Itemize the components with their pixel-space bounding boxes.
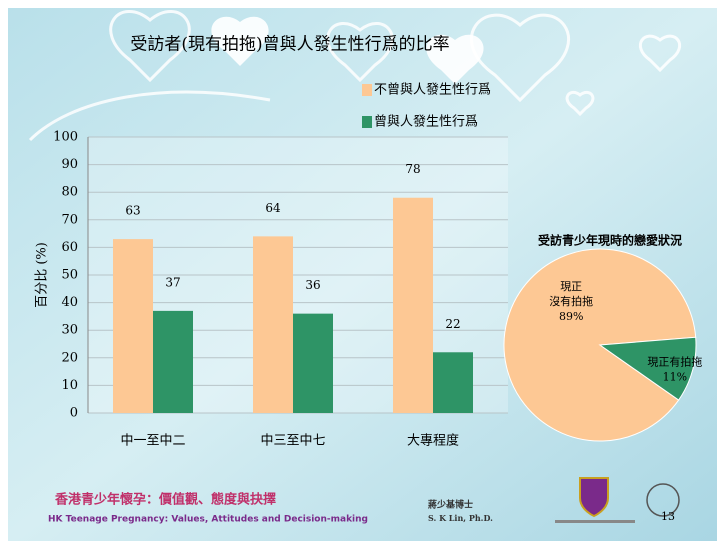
heart-decoration bbox=[211, 16, 484, 84]
data-label: 37 bbox=[165, 275, 180, 289]
pie-label: 現正有拍拖 bbox=[647, 354, 702, 368]
footer-title-zh: 香港青少年懷孕：價值觀、態度與抉擇 bbox=[54, 492, 276, 508]
y-tick-label: 80 bbox=[61, 185, 78, 200]
pie-slice bbox=[598, 336, 697, 401]
x-tick-label: 大專程度 bbox=[407, 433, 459, 449]
pie-title: 受訪青少年現時的戀愛狀況 bbox=[538, 233, 682, 248]
bar bbox=[293, 313, 333, 413]
footer-author-zh: 蔣少基博士 bbox=[428, 499, 473, 511]
y-tick-label: 100 bbox=[53, 130, 78, 145]
data-label: 22 bbox=[445, 317, 460, 331]
y-tick-label: 60 bbox=[61, 240, 78, 255]
heart-decoration bbox=[28, 9, 682, 142]
legend-label: 曾與人發生性行爲 bbox=[374, 115, 478, 130]
chart-title: 受訪者(現有拍拖)曾與人發生性行爲的比率 bbox=[130, 35, 449, 55]
y-tick-label: 70 bbox=[61, 212, 78, 227]
logo bbox=[555, 477, 680, 523]
data-label: 78 bbox=[405, 162, 420, 176]
y-tick-label: 40 bbox=[61, 295, 78, 310]
y-tick-label: 30 bbox=[61, 323, 78, 338]
x-tick-label: 中三至中七 bbox=[260, 434, 325, 449]
y-tick-label: 0 bbox=[70, 406, 78, 421]
bar bbox=[433, 352, 473, 413]
x-tick-label: 中一至中二 bbox=[120, 434, 185, 449]
bar bbox=[253, 236, 293, 413]
legend-label: 不曾與人發生性行爲 bbox=[374, 83, 491, 98]
pie-label: 現正沒有拍拖 bbox=[549, 280, 593, 308]
page-number: 13 bbox=[661, 510, 675, 523]
footer-title-en: HK Teenage Pregnancy: Values, Attitudes … bbox=[48, 515, 368, 525]
legend-swatch bbox=[362, 84, 372, 96]
bar bbox=[153, 310, 193, 413]
data-label: 63 bbox=[125, 204, 140, 218]
y-tick-label: 90 bbox=[61, 157, 78, 172]
pie-value-label: 89% bbox=[559, 310, 583, 323]
data-label: 64 bbox=[265, 201, 281, 215]
footer-author-en: S. K Lin, Ph.D. bbox=[428, 513, 493, 523]
y-tick-label: 50 bbox=[61, 268, 78, 283]
y-axis-label: 百分比 (%) bbox=[35, 242, 50, 308]
data-label: 36 bbox=[305, 278, 320, 292]
bar bbox=[393, 197, 433, 413]
y-tick-label: 20 bbox=[61, 350, 78, 365]
bar bbox=[113, 239, 153, 413]
y-tick-label: 10 bbox=[61, 378, 78, 393]
pie-value-label: 11% bbox=[663, 370, 687, 383]
legend-swatch bbox=[362, 116, 372, 128]
